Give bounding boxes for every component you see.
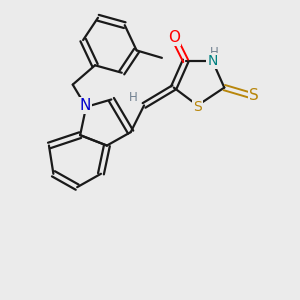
Text: H: H — [209, 46, 218, 59]
Text: S: S — [249, 88, 259, 103]
Text: N: N — [80, 98, 91, 113]
Text: S: S — [193, 100, 202, 114]
Text: O: O — [168, 30, 180, 45]
Text: N: N — [207, 54, 218, 68]
Text: H: H — [129, 91, 138, 103]
